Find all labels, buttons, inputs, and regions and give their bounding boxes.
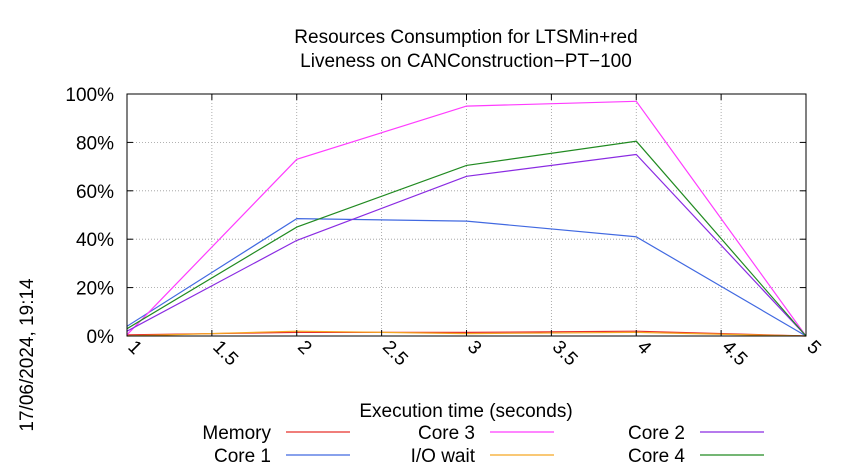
y-axis-ticks: 0% 20% 40% 60% 80% 100% [65,85,806,348]
y-tick-label: 0% [87,327,115,348]
legend-label: I/O wait [411,446,476,467]
x-tick-label: 4 [633,337,656,360]
y-tick-label: 80% [76,133,114,154]
legend-label: Core 3 [418,423,475,444]
legend-label: Core 1 [214,446,271,467]
x-axis-ticks: 1 1.5 2 2.5 3 3.5 4 4.5 5 [123,94,825,371]
y-tick-label: 40% [76,230,114,251]
y-tick-label: 100% [65,85,114,106]
x-tick-label: 1.5 [208,337,242,371]
series-line-core-4 [126,140,807,337]
y-tick-label: 60% [76,182,114,203]
chart-title-line: Resources Consumption for LTSMin+red [294,27,637,48]
legend-label: Memory [202,423,271,444]
x-axis-label: Execution time (seconds) [359,401,572,422]
y-tick-label: 20% [76,279,114,300]
x-tick-label: 2 [293,337,315,359]
x-tick-label: 1 [123,337,145,359]
x-tick-label: 2.5 [378,337,412,371]
series-line-core-3 [126,100,807,337]
timestamp: 17/06/2024, 19:14 [17,278,38,432]
legend-label: Core 2 [628,423,685,444]
series-line-core-2 [126,153,807,337]
grid [127,94,806,336]
x-tick-label: 3 [463,337,485,359]
x-tick-label: 4.5 [718,337,752,371]
x-tick-label: 3.5 [548,337,582,371]
x-tick-label: 5 [802,337,824,359]
chart-title-line: Liveness on CANConstruction−PT−100 [300,51,632,72]
legend-label: Core 4 [628,446,685,467]
chart-title: Resources Consumption for LTSMin+red Live… [294,27,637,72]
series-line-core-1 [126,217,807,337]
